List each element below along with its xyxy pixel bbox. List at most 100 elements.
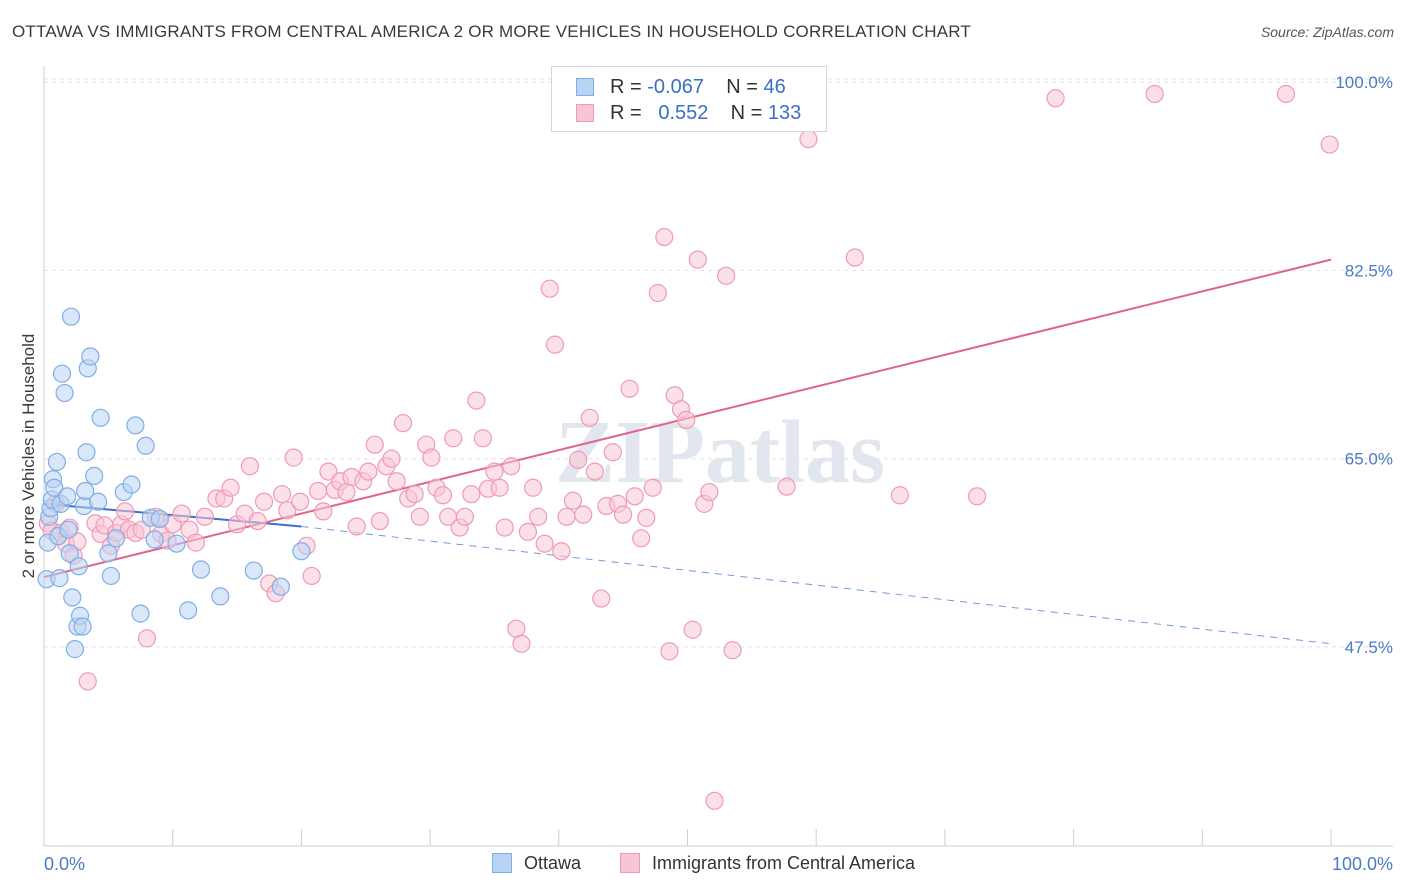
point-immigrants	[569, 450, 588, 469]
legend-label-immigrants: Immigrants from Central America	[652, 853, 916, 873]
point-ottawa	[63, 588, 82, 607]
point-immigrants	[1145, 84, 1164, 104]
point-immigrants	[455, 507, 474, 526]
point-ottawa	[101, 566, 121, 586]
point-immigrants	[625, 487, 644, 506]
point-ottawa	[106, 529, 126, 548]
point-immigrants	[545, 335, 565, 354]
point-ottawa	[69, 557, 88, 576]
point-immigrants	[688, 250, 707, 269]
legend-swatch-pink	[620, 853, 640, 873]
point-immigrants	[490, 478, 509, 497]
legend-n-label: N =	[726, 76, 758, 98]
point-immigrants	[393, 414, 413, 433]
point-immigrants	[248, 511, 267, 531]
point-immigrants	[405, 485, 424, 504]
point-immigrants	[563, 491, 583, 510]
point-immigrants	[359, 462, 378, 481]
point-ottawa	[59, 520, 78, 539]
point-immigrants	[422, 448, 441, 467]
point-ottawa	[85, 466, 104, 486]
point-ottawa	[77, 443, 96, 462]
point-ottawa	[99, 544, 118, 563]
gridlines	[44, 78, 1393, 648]
point-immigrants	[433, 486, 453, 505]
point-ottawa	[91, 408, 110, 427]
source-label: Source: ZipAtlas.com	[1260, 24, 1394, 40]
point-immigrants	[495, 518, 514, 537]
point-immigrants	[603, 443, 622, 462]
point-immigrants	[655, 227, 674, 247]
point-immigrants	[337, 482, 356, 502]
trend-line-ottawa-extension	[301, 525, 1332, 645]
point-immigrants	[272, 485, 292, 504]
point-immigrants	[700, 482, 719, 502]
point-ottawa	[73, 617, 92, 636]
point-immigrants	[365, 435, 384, 454]
point-immigrants	[799, 130, 818, 149]
point-immigrants	[890, 486, 909, 505]
point-ottawa	[55, 383, 74, 403]
point-immigrants	[518, 522, 538, 541]
legend-label-ottawa: Ottawa	[524, 853, 582, 873]
legend-swatch-pink	[576, 104, 594, 122]
x-tick-label-max: 100.0%	[1332, 854, 1393, 874]
point-ottawa	[61, 307, 81, 326]
point-immigrants	[683, 620, 702, 639]
point-immigrants	[382, 449, 401, 468]
point-ottawa	[52, 364, 72, 383]
point-immigrants	[221, 478, 240, 497]
point-immigrants	[462, 485, 481, 504]
point-immigrants	[172, 504, 191, 523]
point-immigrants	[309, 481, 328, 501]
point-immigrants	[186, 533, 205, 552]
point-immigrants	[507, 619, 526, 638]
point-immigrants	[723, 641, 742, 660]
point-immigrants	[410, 507, 429, 526]
point-immigrants	[777, 477, 796, 496]
point-immigrants	[319, 462, 338, 481]
point-immigrants	[387, 472, 406, 491]
legend-n-value: 133	[767, 102, 802, 124]
y-tick-label: 82.5%	[1345, 261, 1393, 280]
legend-r-value: 0.552	[658, 102, 709, 124]
point-immigrants	[473, 429, 492, 448]
y-tick-label: 65.0%	[1345, 450, 1393, 469]
point-ottawa	[50, 569, 69, 588]
point-immigrants	[592, 589, 611, 608]
point-immigrants	[1046, 89, 1065, 108]
point-ottawa	[47, 452, 66, 472]
point-immigrants	[291, 492, 310, 511]
correlation-legend: R = -0.067 N = 46 R = 0.552 N = 133	[551, 66, 827, 132]
point-ottawa	[292, 542, 311, 561]
y-tick-label: 47.5%	[1345, 638, 1393, 657]
point-ottawa	[179, 601, 198, 620]
point-immigrants	[370, 511, 390, 531]
point-immigrants	[444, 429, 463, 448]
series-immigrants-points	[38, 84, 1339, 810]
point-immigrants	[1276, 84, 1296, 104]
axes	[43, 66, 1393, 847]
y-tick-label: 100.0%	[1335, 73, 1393, 92]
legend-swatch-blue	[492, 853, 512, 873]
point-ottawa	[131, 604, 150, 623]
point-ottawa	[191, 560, 211, 579]
point-immigrants	[967, 487, 987, 506]
point-immigrants	[347, 517, 366, 536]
point-immigrants	[314, 502, 333, 521]
point-immigrants	[632, 529, 651, 548]
point-immigrants	[648, 283, 667, 303]
point-immigrants	[677, 410, 696, 430]
legend-swatch-blue	[576, 78, 594, 96]
point-ottawa	[126, 416, 145, 435]
point-ottawa	[211, 587, 230, 606]
point-immigrants	[614, 505, 633, 524]
point-immigrants	[254, 492, 274, 511]
point-ottawa	[65, 640, 84, 659]
point-immigrants	[660, 642, 679, 661]
point-immigrants	[115, 502, 135, 521]
point-immigrants	[557, 507, 576, 526]
series-ottawa-points	[37, 307, 311, 659]
point-immigrants	[278, 501, 297, 520]
legend-n-value: 46	[763, 76, 786, 98]
